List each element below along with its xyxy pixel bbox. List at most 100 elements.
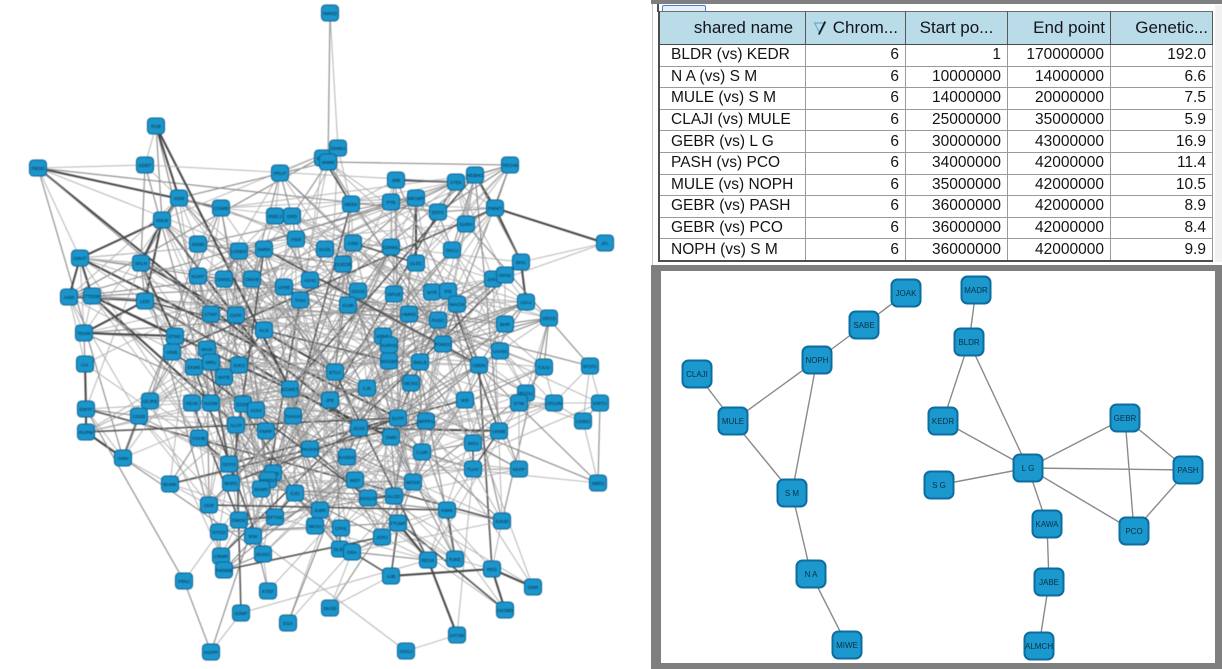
svg-text:SSND: SSND xyxy=(192,242,205,247)
svg-text:JABE: JABE xyxy=(1039,578,1059,587)
svg-text:JAKD: JAKD xyxy=(487,277,499,282)
svg-text:DTW: DTW xyxy=(514,401,525,406)
svg-text:JATJW: JATJW xyxy=(450,633,465,638)
svg-text:AUUI: AUUI xyxy=(251,408,262,413)
svg-text:CKOBD: CKOBD xyxy=(497,608,514,613)
svg-text:CPHL: CPHL xyxy=(335,526,348,531)
svg-text:CDNNL: CDNNL xyxy=(383,245,399,250)
svg-text:JPE: JPE xyxy=(326,398,334,403)
svg-text:MRU: MRU xyxy=(206,360,216,365)
svg-text:EGDE: EGDE xyxy=(236,402,249,407)
svg-text:EGA: EGA xyxy=(283,621,294,626)
svg-text:BHR: BHR xyxy=(500,322,510,327)
svg-text:BWLB: BWLB xyxy=(413,360,426,365)
svg-text:JUBR: JUBR xyxy=(314,508,327,513)
svg-text:WOSK: WOSK xyxy=(406,480,421,485)
svg-text:ALCP: ALCP xyxy=(230,423,242,428)
svg-text:L G: L G xyxy=(1022,464,1035,473)
svg-text:PCO: PCO xyxy=(1125,527,1142,536)
svg-text:FBGD: FBGD xyxy=(32,166,45,171)
svg-text:DHWU: DHWU xyxy=(331,146,345,151)
svg-text:EGWET: EGWET xyxy=(282,387,299,392)
svg-text:JFL: JFL xyxy=(601,241,609,246)
svg-text:IAOPP: IAOPP xyxy=(204,650,218,655)
svg-text:ISPUE: ISPUE xyxy=(387,292,401,297)
svg-text:PONOC: PONOC xyxy=(435,342,453,347)
svg-text:IKW: IKW xyxy=(249,534,258,539)
svg-text:RUPW: RUPW xyxy=(79,430,94,435)
svg-text:MIWE: MIWE xyxy=(836,641,858,650)
svg-text:WBRDO: WBRDO xyxy=(259,478,277,483)
svg-text:OMAB: OMAB xyxy=(245,277,259,282)
svg-text:PTB: PTB xyxy=(387,200,396,205)
svg-text:KUHT: KUHT xyxy=(192,274,205,279)
svg-text:CJJR: CJJR xyxy=(416,450,428,455)
svg-text:SFOTL: SFOTL xyxy=(583,364,598,369)
svg-text:GRHT: GRHT xyxy=(73,256,86,261)
svg-text:KTEF: KTEF xyxy=(262,589,274,594)
svg-text:CBDN: CBDN xyxy=(472,363,485,368)
svg-text:OWD: OWD xyxy=(385,435,397,440)
svg-text:KLCEI: KLCEI xyxy=(387,494,400,499)
svg-text:MTR: MTR xyxy=(427,290,438,295)
svg-text:OTGO: OTGO xyxy=(212,530,226,535)
svg-text:TDUW: TDUW xyxy=(77,331,91,336)
svg-text:PASH: PASH xyxy=(1177,466,1198,475)
svg-text:NBRJ: NBRJ xyxy=(592,481,604,486)
svg-text:WACM: WACM xyxy=(450,302,465,307)
svg-text:KADKK: KADKK xyxy=(339,455,356,460)
svg-text:LEEI: LEEI xyxy=(140,299,150,304)
svg-text:DLBG: DLBG xyxy=(334,547,347,552)
svg-text:WGJ: WGJ xyxy=(468,441,478,446)
svg-text:GDBT: GDBT xyxy=(139,163,152,168)
svg-text:MASI: MASI xyxy=(201,347,212,352)
svg-text:PMWT: PMWT xyxy=(488,206,502,211)
svg-text:UAHSI: UAHSI xyxy=(493,349,507,354)
svg-text:UARE: UARE xyxy=(278,285,291,290)
svg-text:KIRTU: KIRTU xyxy=(593,401,607,406)
svg-text:EKME: EKME xyxy=(187,365,200,370)
svg-text:FJUU: FJUU xyxy=(538,365,550,370)
svg-text:AJB: AJB xyxy=(387,574,395,579)
svg-text:JGRJ: JGRJ xyxy=(376,535,387,540)
svg-text:JUKO: JUKO xyxy=(233,363,246,368)
svg-text:AUPHG: AUPHG xyxy=(381,343,398,348)
svg-text:THHI: THHI xyxy=(295,298,306,303)
svg-text:BHU: BHU xyxy=(516,260,526,265)
svg-text:AGW: AGW xyxy=(174,196,186,201)
svg-text:FMSMB: FMSMB xyxy=(216,568,233,573)
svg-text:BSMR: BSMR xyxy=(254,487,268,492)
svg-text:GRD: GRD xyxy=(287,214,298,219)
svg-text:ALMCH: ALMCH xyxy=(1025,642,1053,651)
svg-text:CLAJI: CLAJI xyxy=(686,370,708,379)
svg-text:HSM: HSM xyxy=(291,237,301,242)
svg-text:AJHG: AJHG xyxy=(304,278,317,283)
svg-text:AISR: AISR xyxy=(64,295,75,300)
svg-text:NJOW: NJOW xyxy=(204,401,218,406)
svg-text:FBNJ: FBNJ xyxy=(178,579,189,584)
svg-text:FGHB: FGHB xyxy=(193,436,206,441)
svg-text:KMW: KMW xyxy=(441,508,453,513)
svg-text:BTMC: BTMC xyxy=(168,334,182,339)
svg-text:SGGS: SGGS xyxy=(351,289,364,294)
svg-text:FMPP: FMPP xyxy=(260,429,273,434)
svg-text:HMRD: HMRD xyxy=(402,312,416,317)
svg-text:LSWG: LSWG xyxy=(576,419,590,424)
svg-text:CTMT: CTMT xyxy=(205,312,218,317)
svg-text:CSSD: CSSD xyxy=(133,414,146,419)
svg-text:RGGU: RGGU xyxy=(519,391,533,396)
svg-text:HRIB: HRIB xyxy=(167,350,178,355)
svg-text:STEK: STEK xyxy=(450,180,463,185)
svg-text:NKOA: NKOA xyxy=(308,524,322,529)
svg-text:GCFO: GCFO xyxy=(222,462,236,467)
svg-text:IRBCJ: IRBCJ xyxy=(268,214,281,219)
svg-text:KEAK: KEAK xyxy=(186,401,199,406)
svg-text:KKPP: KKPP xyxy=(513,467,525,472)
svg-text:S M: S M xyxy=(785,489,800,498)
svg-text:KPMF: KPMF xyxy=(377,334,390,339)
svg-text:GJO: GJO xyxy=(290,491,300,496)
svg-text:KSSAG: KSSAG xyxy=(360,496,376,501)
svg-text:JOAK: JOAK xyxy=(896,289,918,298)
svg-text:HEBMO: HEBMO xyxy=(467,173,484,178)
svg-text:NWKD: NWKD xyxy=(323,11,338,16)
